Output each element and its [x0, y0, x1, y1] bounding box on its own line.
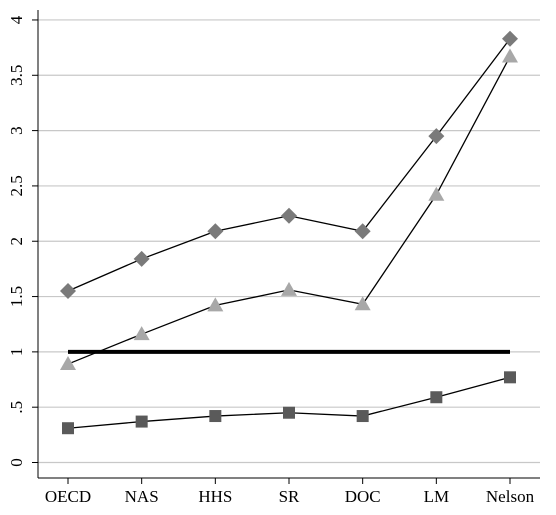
marker [209, 410, 222, 423]
series-line [67, 376, 511, 429]
marker [354, 296, 371, 311]
marker [428, 128, 445, 145]
y-tick-label: 3.5 [7, 65, 26, 86]
y-tick-label: 2.5 [7, 175, 26, 196]
x-tick-label: HHS [198, 487, 232, 506]
marker [207, 297, 224, 312]
marker [62, 422, 74, 435]
marker [283, 406, 295, 419]
x-tick-label: SR [279, 487, 300, 506]
marker [60, 356, 76, 371]
marker [430, 391, 443, 404]
marker [60, 283, 76, 300]
series-line [67, 38, 511, 292]
marker [133, 326, 150, 341]
marker [133, 250, 150, 267]
marker [504, 371, 516, 384]
marker [281, 207, 297, 224]
y-tick-label: 3 [7, 126, 26, 135]
marker [135, 415, 148, 428]
marker [281, 281, 297, 296]
y-tick-label: 0 [7, 458, 26, 467]
x-tick-label: LM [424, 487, 450, 506]
y-tick-label: 4 [7, 15, 26, 24]
y-tick-label: 1 [7, 348, 26, 357]
marker [207, 223, 224, 240]
y-tick-label: .5 [7, 401, 26, 414]
marker [354, 223, 371, 240]
marker [502, 48, 518, 63]
x-tick-label: NAS [125, 487, 159, 506]
x-tick-label: Nelson [486, 487, 535, 506]
y-tick-label: 1.5 [7, 286, 26, 307]
marker [502, 30, 518, 47]
x-tick-label: DOC [345, 487, 381, 506]
marker [356, 410, 369, 423]
marker [428, 186, 445, 201]
y-tick-label: 2 [7, 237, 26, 246]
x-tick-label: OECD [45, 487, 91, 506]
